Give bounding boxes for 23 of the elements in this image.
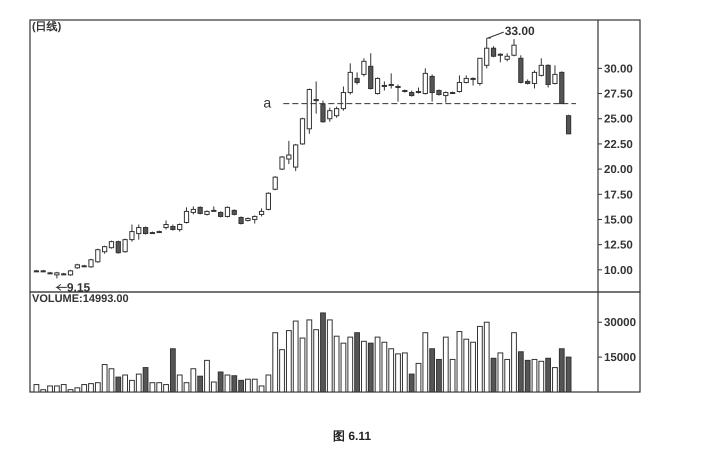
candlestick — [511, 38, 517, 57]
candlestick — [272, 176, 278, 191]
y-tick-label: 30000 — [604, 317, 636, 330]
y-tick-label: 30.00 — [604, 63, 633, 76]
chart-title: (日线) — [32, 20, 62, 33]
candlestick — [163, 220, 169, 230]
y-tick-label: 10.00 — [604, 264, 633, 277]
candlestick — [566, 114, 572, 134]
y-tick-label: 12.50 — [604, 240, 633, 252]
candlestick — [395, 84, 401, 102]
y-tick-label: 25.00 — [604, 114, 633, 126]
y-tick-label: 15.00 — [604, 214, 633, 226]
candlestick — [266, 192, 271, 211]
y-tick-label: 22.50 — [604, 138, 633, 151]
annotation: 33.00 — [504, 24, 536, 38]
y-tick-label: 17.50 — [604, 189, 633, 202]
y-tick-label: 15000 — [604, 352, 636, 364]
caption: 图 6.11 — [332, 429, 372, 443]
y-tick-label: 20.00 — [604, 164, 633, 176]
y-tick-label: 27.50 — [604, 88, 633, 101]
chart-title: VOLUME:14993.00 — [32, 293, 129, 305]
annotation: 9.15 — [66, 280, 91, 294]
ref-line-label: a — [263, 94, 272, 111]
